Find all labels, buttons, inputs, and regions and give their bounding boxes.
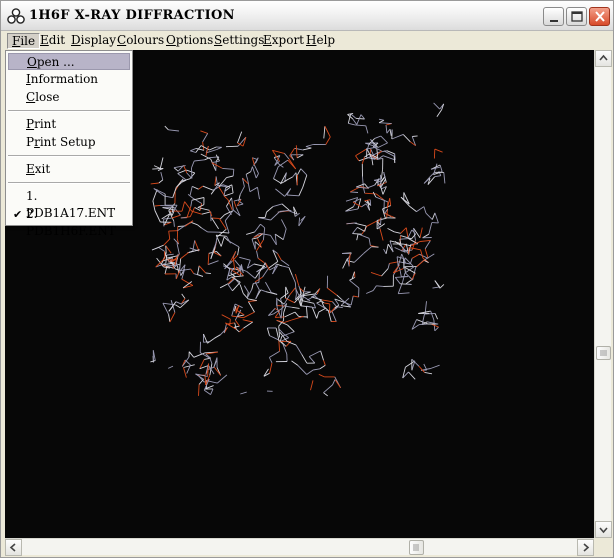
check-icon: ✔ xyxy=(13,208,23,221)
protein-structure-render xyxy=(150,102,446,397)
menu-file[interactable]: File xyxy=(7,33,41,49)
menu-options[interactable]: Options xyxy=(166,33,214,47)
menu-item-information[interactable]: Information xyxy=(26,72,99,86)
menu-edit[interactable]: Edit xyxy=(40,33,66,47)
menu-item-print[interactable]: Print xyxy=(26,117,57,131)
menu-item-close[interactable]: Close xyxy=(26,90,60,104)
menu-item-exit[interactable]: Exit xyxy=(26,162,51,176)
horizontal-scroll-thumb[interactable] xyxy=(409,540,424,555)
menu-help[interactable]: Help xyxy=(306,33,336,47)
vertical-scrollbar[interactable] xyxy=(594,50,612,538)
menu-item-open[interactable]: Open ... xyxy=(8,53,130,70)
size-grip xyxy=(594,538,611,555)
menu-bar: File Edit Display Colours Options Settin… xyxy=(1,31,613,50)
vertical-scroll-thumb[interactable] xyxy=(596,346,611,360)
menu-item-print-setup[interactable]: Print Setup xyxy=(26,135,96,149)
arrow-down-icon xyxy=(599,527,608,534)
maximize-icon xyxy=(571,11,583,22)
recent-file-2[interactable]: ✔ 2. PDB1H6F.ENT xyxy=(13,207,116,238)
menu-separator xyxy=(8,155,130,157)
menu-separator xyxy=(8,110,130,112)
menu-display[interactable]: Display xyxy=(71,33,117,47)
maximize-button[interactable] xyxy=(566,7,587,26)
menu-colours[interactable]: Colours xyxy=(117,33,165,47)
minimize-icon xyxy=(550,20,558,22)
arrow-right-icon xyxy=(583,543,590,552)
close-icon xyxy=(595,11,605,22)
menu-export[interactable]: Export xyxy=(263,33,304,47)
scroll-down-button[interactable] xyxy=(595,521,612,538)
arrow-up-icon xyxy=(599,54,608,61)
title-bar[interactable]: 1H6F X-RAY DIFFRACTION xyxy=(1,1,613,31)
arrow-left-icon xyxy=(9,543,16,552)
scroll-right-button[interactable] xyxy=(577,539,594,556)
molecule-icon xyxy=(7,8,25,24)
recent-file-1[interactable]: 1. PDB1A17.ENT xyxy=(26,189,116,220)
close-button[interactable] xyxy=(589,7,610,26)
minimize-button[interactable] xyxy=(543,7,564,26)
menu-settings[interactable]: Settings xyxy=(214,33,265,47)
grip-icon xyxy=(413,544,419,551)
horizontal-scrollbar[interactable] xyxy=(5,538,594,556)
file-menu-dropdown: Open ... Information Close Print Print S… xyxy=(5,50,133,238)
scroll-left-button[interactable] xyxy=(5,539,22,556)
window-title: 1H6F X-RAY DIFFRACTION xyxy=(29,8,235,23)
scroll-up-button[interactable] xyxy=(595,50,612,67)
menu-separator xyxy=(8,182,130,184)
grip-icon xyxy=(600,350,607,356)
